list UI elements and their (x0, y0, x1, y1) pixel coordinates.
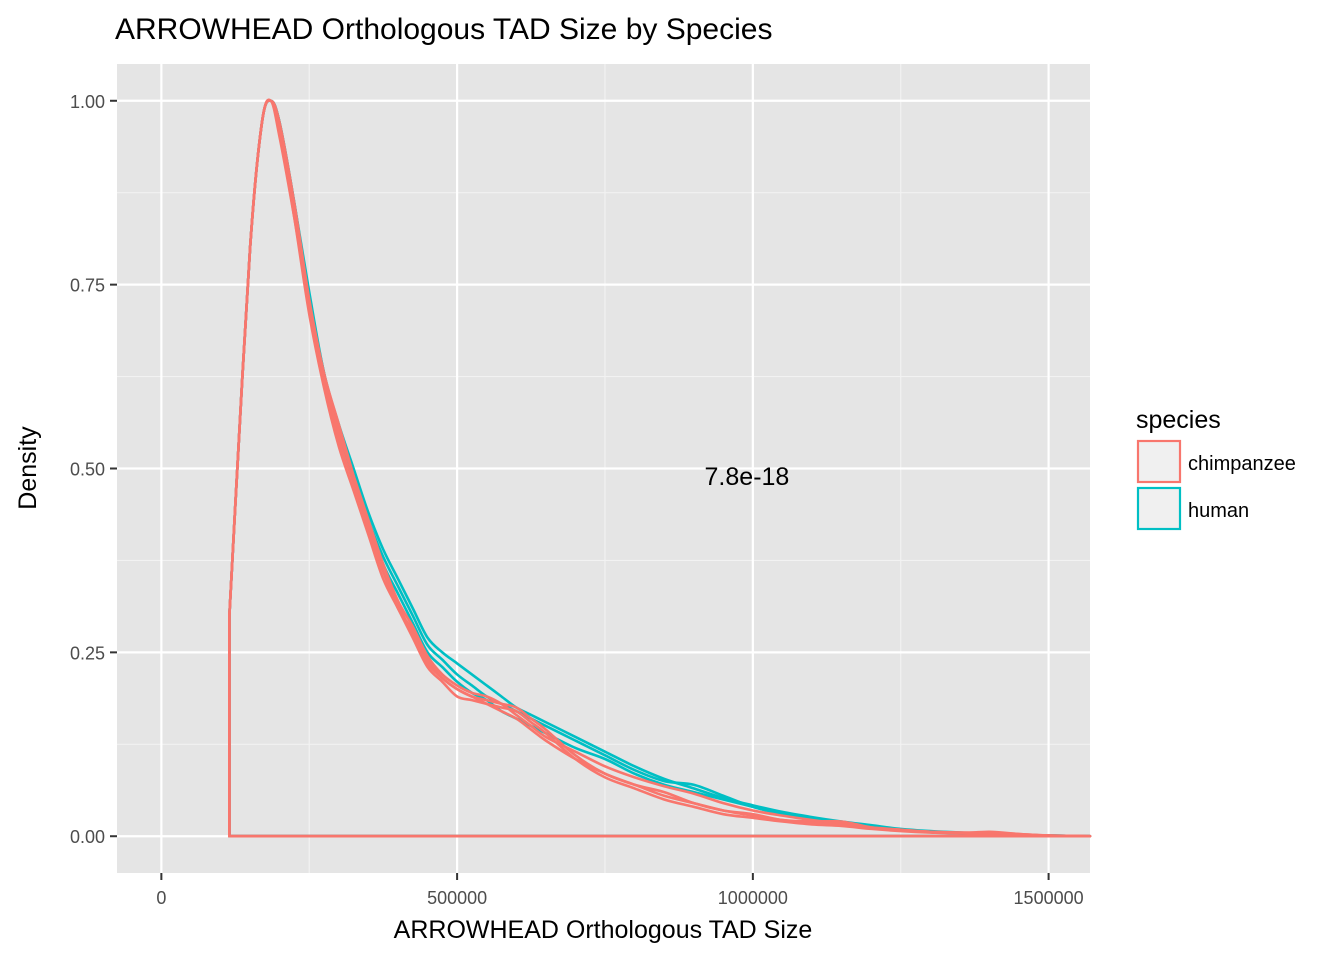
p-value-annotation: 7.8e-18 (705, 463, 790, 491)
legend-label-chimpanzee: chimpanzee (1188, 453, 1296, 475)
x-tick-label: 500000 (427, 888, 487, 908)
legend-key-human (1136, 486, 1182, 531)
legend-item-chimpanzee: chimpanzee (1136, 439, 1296, 484)
legend-label-human: human (1188, 500, 1249, 522)
x-axis: 0 500000 1000000 1500000 (156, 873, 1084, 908)
y-axis: 0.00 0.25 0.50 0.75 1.00 (70, 92, 117, 847)
y-axis-label: Density (14, 426, 42, 510)
y-tick-label: 0.25 (70, 643, 105, 663)
x-axis-label: ARROWHEAD Orthologous TAD Size (394, 916, 813, 944)
chart-title: ARROWHEAD Orthologous TAD Size by Specie… (115, 13, 772, 46)
x-tick-label: 1000000 (718, 888, 788, 908)
x-tick-label: 0 (156, 888, 166, 908)
legend-key-chimpanzee (1136, 439, 1182, 484)
legend-title: species (1136, 406, 1221, 434)
density-curves (228, 98, 1092, 838)
density-line-chimpanzee (228, 99, 1092, 838)
y-tick-label: 0.00 (70, 827, 105, 847)
y-tick-label: 0.75 (70, 276, 105, 296)
y-tick-label: 1.00 (70, 92, 105, 112)
legend: species chimpanzee human (1136, 406, 1296, 531)
plot-panel: 7.8e-18 (117, 64, 1092, 873)
y-tick-label: 0.50 (70, 460, 105, 480)
legend-item-human: human (1136, 486, 1249, 531)
x-tick-label: 1500000 (1014, 888, 1084, 908)
